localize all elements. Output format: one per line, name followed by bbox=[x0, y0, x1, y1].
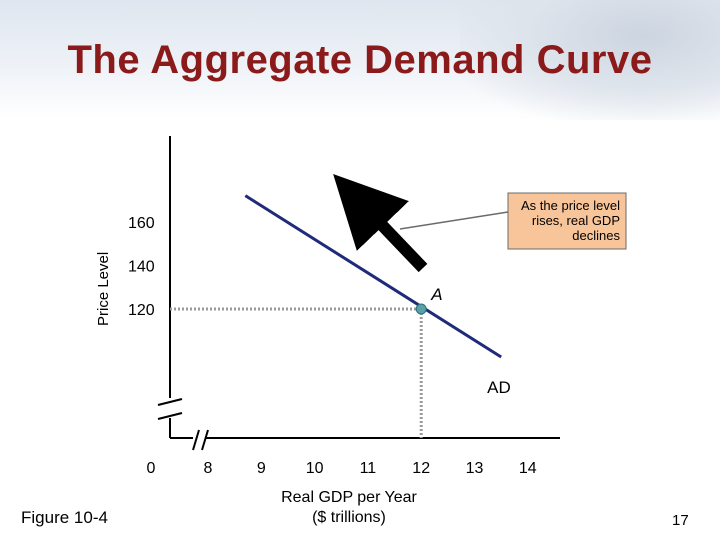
y-axis-break-mark bbox=[157, 398, 183, 406]
x-tick-label: 9 bbox=[257, 460, 266, 477]
ad-curve-label: AD bbox=[487, 378, 511, 397]
banner-photo-decoration bbox=[460, 0, 720, 120]
callout-text-line: As the price level bbox=[521, 198, 620, 213]
figure-label: Figure 10-4 bbox=[21, 508, 108, 527]
x-tick-label-origin: 0 bbox=[147, 460, 156, 477]
x-axis-label: Real GDP per Year bbox=[281, 489, 417, 506]
callout-text-line: declines bbox=[572, 228, 620, 243]
y-tick-label: 140 bbox=[128, 258, 155, 275]
y-tick-label: 120 bbox=[128, 302, 155, 319]
x-tick-label: 8 bbox=[204, 460, 213, 477]
x-tick-label: 13 bbox=[466, 460, 484, 477]
point-a-marker bbox=[415, 303, 427, 315]
x-axis-break-mark bbox=[201, 429, 209, 451]
y-axis-label: Price Level bbox=[95, 252, 112, 326]
y-tick-label: 160 bbox=[128, 215, 155, 232]
x-axis-label: ($ trillions) bbox=[312, 509, 386, 526]
ad-curve-line bbox=[244, 194, 502, 359]
slide-title: The Aggregate Demand Curve bbox=[67, 38, 653, 82]
x-tick-label: 11 bbox=[360, 460, 377, 477]
title-banner bbox=[0, 0, 720, 120]
callout-box bbox=[507, 192, 627, 250]
page-number: 17 bbox=[672, 512, 689, 529]
x-tick-label: 14 bbox=[519, 460, 537, 477]
x-axis-break-mark bbox=[192, 429, 200, 451]
point-a-label: A bbox=[430, 285, 442, 304]
callout-text-line: rises, real GDP bbox=[532, 213, 620, 228]
x-tick-label: 10 bbox=[306, 460, 324, 477]
callout-pointer-line bbox=[399, 211, 509, 230]
thick-direction-arrow bbox=[333, 173, 428, 273]
y-axis-break-mark bbox=[157, 412, 183, 420]
x-tick-label: 12 bbox=[412, 460, 430, 477]
